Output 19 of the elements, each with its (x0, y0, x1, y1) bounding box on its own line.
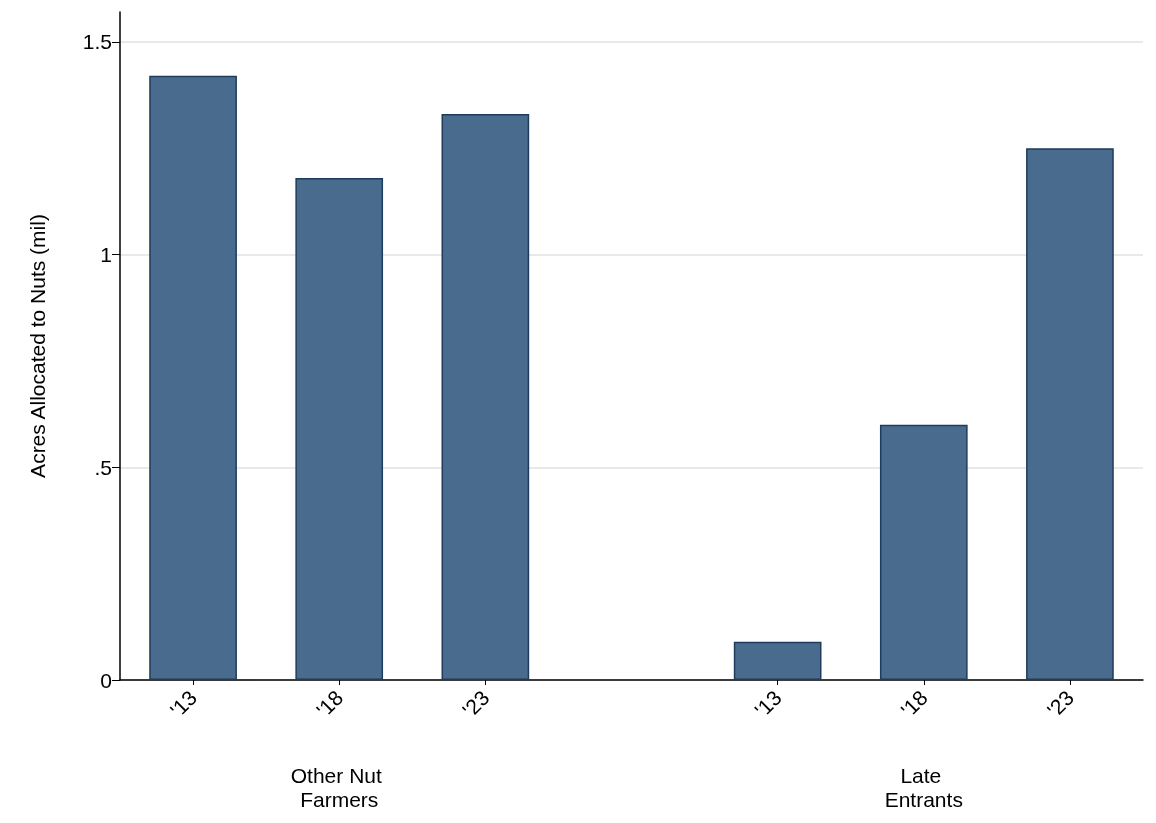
x-tick-label: '18 (311, 685, 348, 722)
x-tick-label: '23 (457, 685, 494, 722)
y-axis-title: Acres Allocated to Nuts (mil) (26, 214, 49, 478)
bar (441, 114, 530, 680)
x-tick-label: '23 (1042, 685, 1079, 722)
y-tick-label: 1.5 (82, 30, 112, 54)
bar (1026, 148, 1114, 680)
y-tick-label: 1 (100, 243, 112, 267)
x-tick-label: '13 (165, 685, 202, 722)
x-tick-label: '18 (896, 685, 932, 722)
y-tick-label: .5 (94, 455, 112, 479)
x-tick-label: '13 (750, 685, 786, 722)
bar (879, 424, 968, 680)
text: Late Entrants (884, 763, 963, 811)
bar (295, 177, 384, 680)
text: Other Nut Farmers (290, 763, 388, 811)
bar (149, 75, 237, 680)
y-tick-label: 0 (100, 668, 112, 692)
bar (733, 641, 822, 680)
